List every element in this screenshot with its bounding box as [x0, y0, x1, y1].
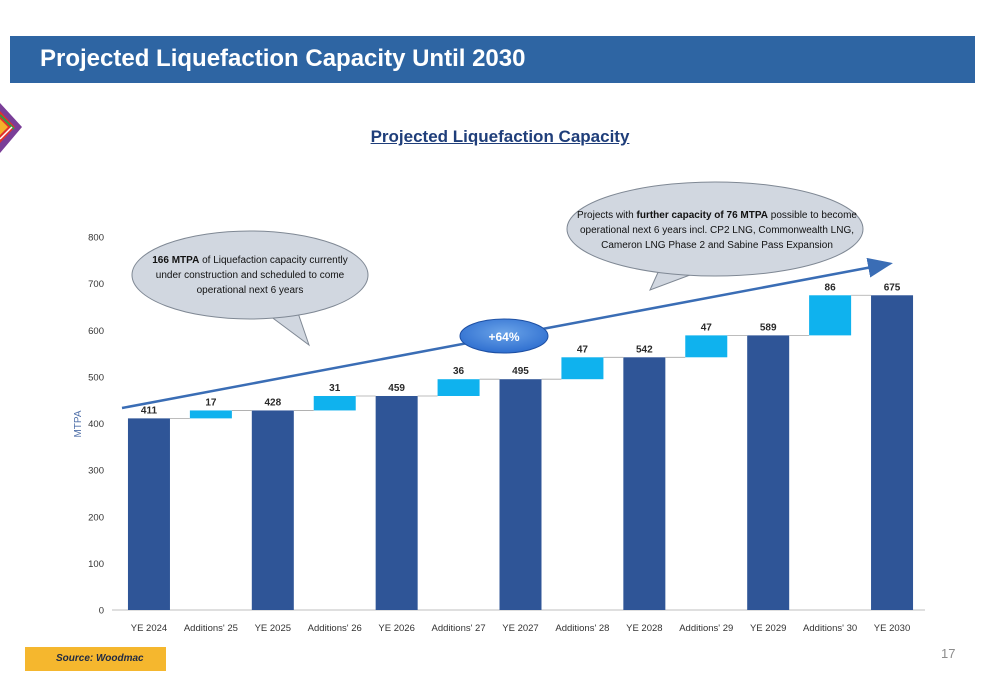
data-label: 47 [577, 344, 589, 355]
growth-label: +64% [488, 330, 519, 344]
callout-right-post: possible to become [768, 210, 857, 221]
growth-badge: +64% [459, 318, 549, 354]
data-label: 86 [825, 282, 837, 293]
y-tick-label: 500 [88, 372, 104, 383]
source-box: Source: Woodmac [25, 647, 166, 671]
bar-addition [189, 410, 232, 419]
callout-left: 166 MTPA of Liquefaction capacity curren… [131, 230, 369, 347]
svg-text:Projects with further capacity: Projects with further capacity of 76 MTP… [577, 210, 857, 221]
y-tick-label: 100 [88, 559, 104, 570]
data-label: 542 [636, 344, 653, 355]
x-tick-label: YE 2029 [750, 623, 786, 634]
y-tick-label: 0 [99, 606, 104, 617]
bar-total [871, 295, 914, 610]
chart-title: Projected Liquefaction Capacity [370, 127, 630, 146]
y-tick-label: 200 [88, 512, 104, 523]
callout-right-bold: further capacity of 76 MTPA [637, 210, 769, 221]
callout-right-pre: Projects with [577, 210, 636, 221]
x-tick-label: Additions' 27 [432, 623, 486, 634]
bar-addition [809, 295, 852, 336]
data-label: 17 [205, 397, 217, 408]
x-tick-label: YE 2028 [626, 623, 662, 634]
bar-total [499, 379, 542, 610]
data-label: 459 [388, 383, 405, 394]
callout-right-line2: operational next 6 years incl. CP2 LNG, … [580, 225, 854, 236]
x-tick-label: Additions' 30 [803, 623, 857, 634]
y-tick-label: 700 [88, 279, 104, 290]
svg-text:166 MTPA of Liquefaction capac: 166 MTPA of Liquefaction capacity curren… [152, 255, 347, 266]
bar-addition [561, 357, 604, 380]
data-label: 495 [512, 366, 529, 377]
x-tick-label: YE 2025 [255, 623, 291, 634]
data-label: 589 [760, 322, 777, 333]
source-text: Source: Woodmac [56, 653, 144, 664]
x-tick-label: YE 2024 [131, 623, 167, 634]
data-label: 428 [264, 397, 281, 408]
y-tick-label: 800 [88, 233, 104, 244]
y-tick-label: 300 [88, 466, 104, 477]
bar-addition [437, 379, 480, 396]
bar-total [251, 410, 294, 610]
callout-right-line3: Cameron LNG Phase 2 and Sabine Pass Expa… [601, 240, 833, 251]
data-label: 411 [141, 405, 158, 416]
bar-addition [313, 395, 356, 411]
callout-right: Projects with further capacity of 76 MTP… [566, 181, 864, 291]
company-logo [0, 103, 22, 153]
callout-left-line1: of Liquefaction capacity currently [199, 255, 347, 266]
x-tick-label: Additions' 25 [184, 623, 238, 634]
bar-total [747, 335, 790, 610]
data-label: 675 [884, 282, 901, 293]
bar-total [623, 357, 666, 610]
y-axis-label: MTPA [73, 410, 84, 437]
title-bar: Projected Liquefaction Capacity Until 20… [10, 36, 975, 83]
y-tick-label: 600 [88, 326, 104, 337]
x-tick-label: YE 2026 [378, 623, 414, 634]
bar-addition [685, 335, 728, 358]
x-tick-label: YE 2027 [502, 623, 538, 634]
y-tick-label: 400 [88, 419, 104, 430]
callout-left-bold: 166 MTPA [152, 255, 199, 266]
x-tick-label: Additions' 29 [679, 623, 733, 634]
data-label: 36 [453, 366, 465, 377]
x-tick-label: YE 2030 [874, 623, 910, 634]
x-tick-label: Additions' 28 [555, 623, 609, 634]
callout-left-line3: operational next 6 years [197, 285, 304, 296]
x-tick-label: Additions' 26 [308, 623, 362, 634]
page-title: Projected Liquefaction Capacity Until 20… [40, 45, 526, 72]
data-label: 31 [329, 383, 341, 394]
data-label: 47 [701, 322, 713, 333]
bar-total [127, 418, 170, 610]
callout-left-line2: under construction and scheduled to come [156, 270, 345, 281]
bar-total [375, 395, 418, 610]
page-number: 17 [941, 646, 956, 661]
